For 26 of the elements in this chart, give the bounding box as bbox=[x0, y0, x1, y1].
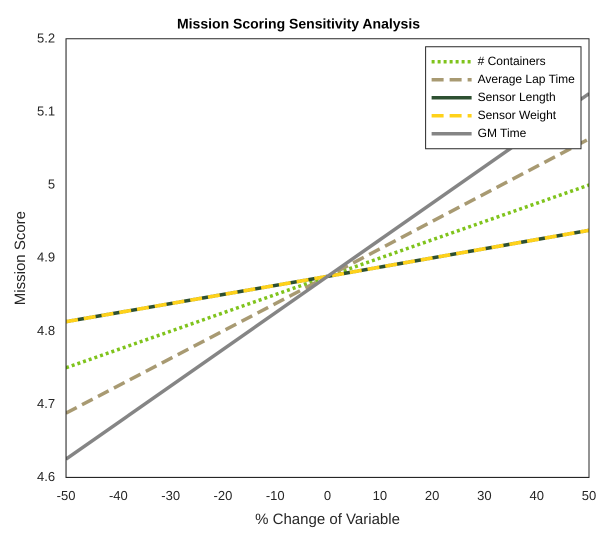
x-tick-label: 40 bbox=[529, 488, 544, 503]
x-tick-label: 0 bbox=[324, 488, 332, 503]
x-tick-label: -30 bbox=[161, 488, 180, 503]
y-tick-label: 4.6 bbox=[36, 468, 56, 484]
y-tick-label: 5 bbox=[48, 176, 56, 192]
x-tick-label: -40 bbox=[108, 488, 128, 503]
x-tick-label: -10 bbox=[266, 488, 285, 503]
y-tick-label: 4.7 bbox=[36, 396, 56, 411]
y-tick-label: 5.1 bbox=[36, 103, 56, 118]
legend-label: Sensor Weight bbox=[478, 108, 557, 122]
x-axis-title: % Change of Variable bbox=[255, 511, 400, 528]
y-tick-label: 4.8 bbox=[36, 322, 56, 338]
x-tick-label: 50 bbox=[582, 488, 596, 503]
legend-label: Sensor Length bbox=[478, 90, 556, 104]
y-tick-label: 5.2 bbox=[36, 30, 56, 46]
x-tick-label: 20 bbox=[424, 488, 440, 503]
legend-label: Average Lap Time bbox=[478, 72, 576, 86]
y-tick-label: 4.9 bbox=[36, 250, 56, 265]
x-tick-label: 30 bbox=[477, 488, 492, 503]
x-tick-label: 10 bbox=[372, 488, 388, 503]
chart-title: Mission Scoring Sensitivity Analysis bbox=[177, 15, 420, 32]
legend-label: # Containers bbox=[478, 54, 546, 68]
x-tick-label: -50 bbox=[56, 488, 76, 503]
x-tick-label: -20 bbox=[214, 488, 232, 503]
y-axis-title: Mission Score bbox=[12, 211, 30, 306]
legend-label: GM Time bbox=[478, 126, 527, 140]
